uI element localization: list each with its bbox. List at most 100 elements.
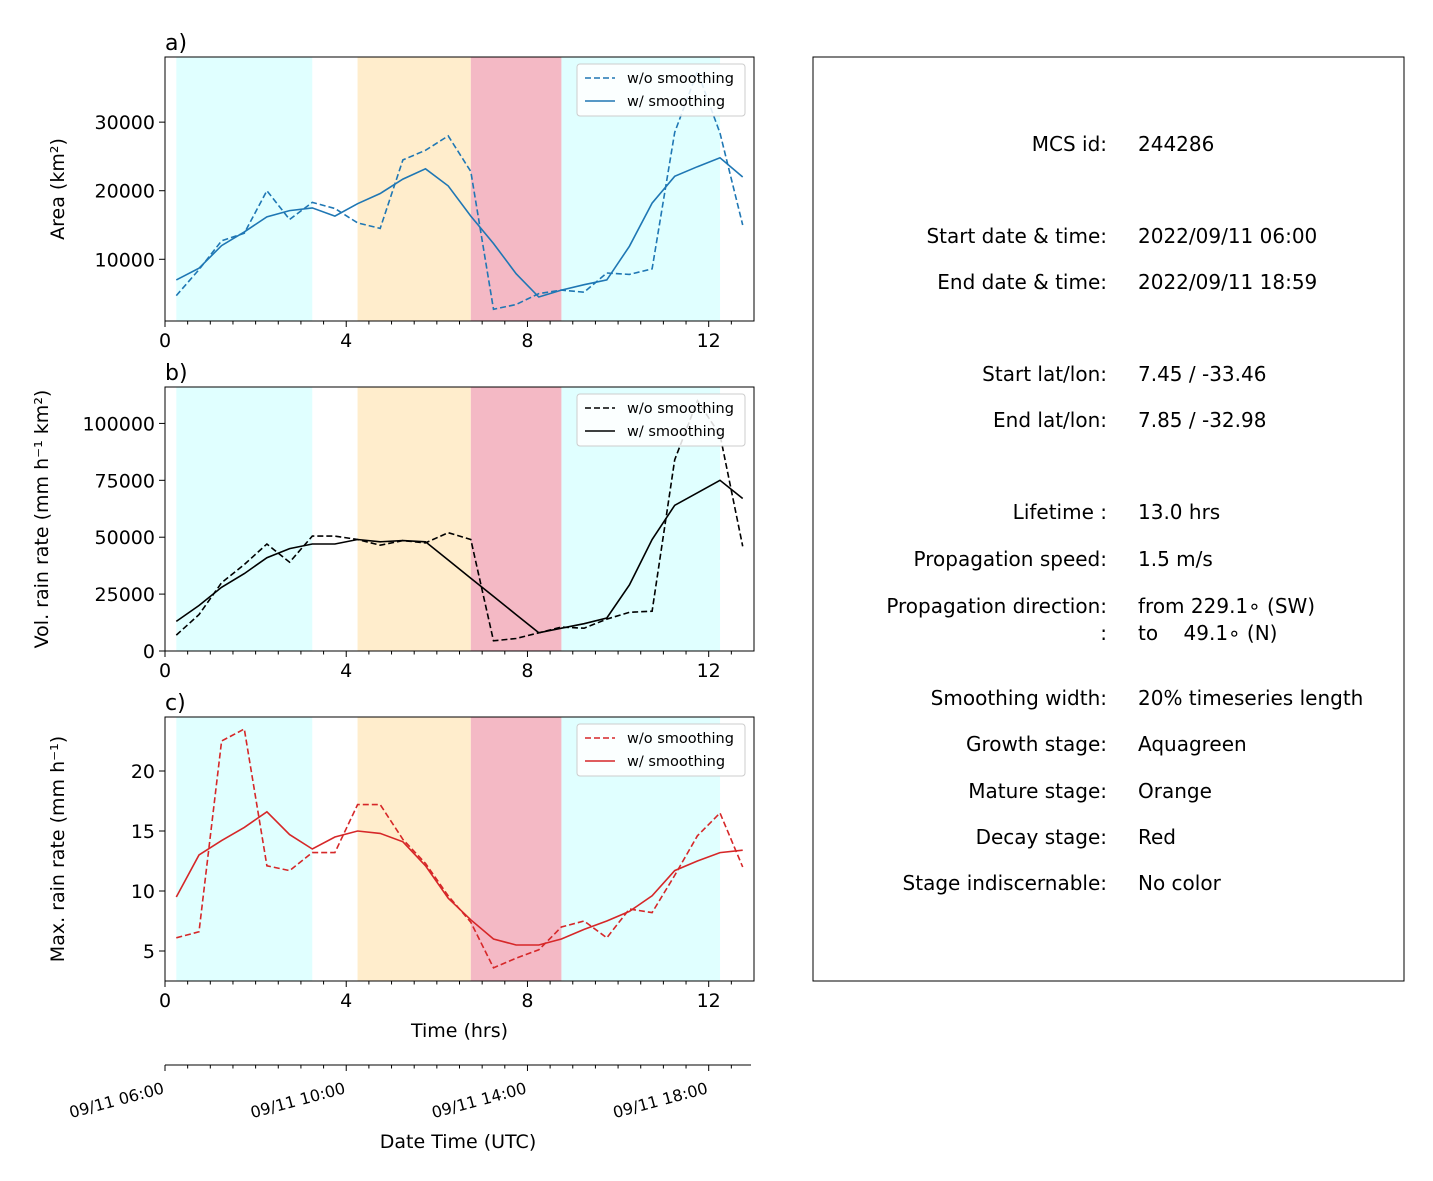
date-tick-label: 09/11 18:00: [611, 1079, 710, 1123]
date-tick-label: 09/11 10:00: [248, 1079, 347, 1123]
series-line-smoothed: [175, 810, 743, 946]
y-tick-label: 25000: [95, 584, 155, 606]
legend: w/o smoothing w/ smoothing: [576, 393, 746, 447]
x-tick-label: 8: [521, 660, 533, 682]
x-tick-label: 12: [697, 660, 721, 682]
y-tick-label: 30000: [95, 112, 155, 134]
legend-label: w/o smoothing: [627, 71, 734, 87]
y-tick-label: 5: [143, 941, 155, 963]
x-axis-label: Time (hrs): [410, 1020, 508, 1042]
x-tick-label: 0: [159, 330, 171, 352]
series-line-smoothed: [175, 479, 744, 634]
date-axis: 09/11 06:00 09/11 10:00 09/11 14:00 09/11 1…: [67, 1064, 751, 1153]
y-tick-label: 100000: [82, 413, 155, 435]
info-key: Lifetime :: [1013, 500, 1107, 524]
info-key: End date & time:: [937, 270, 1107, 294]
y-tick-label: 15: [131, 821, 155, 843]
stage-band-decay: [470, 717, 562, 981]
legend-label: w/ smoothing: [627, 754, 725, 770]
series-group: [175, 69, 744, 311]
info-key: Start date & time:: [926, 224, 1107, 248]
info-row: Decay stage: Red: [976, 825, 1176, 849]
date-tick-label: 09/11 14:00: [430, 1079, 529, 1123]
y-axis-label: Max. rain rate (mm h⁻¹): [47, 736, 69, 962]
stage-band-mature: [357, 57, 471, 321]
info-value: Red: [1138, 825, 1176, 849]
panel-2: 0 4 8 12 0 25000 50000 75000 100000 b) Vol. rain r…: [31, 361, 755, 682]
info-key: MCS id:: [1032, 132, 1107, 156]
series-group: [175, 727, 744, 969]
info-value: 7.85 / -32.98: [1138, 408, 1266, 432]
info-row: Growth stage: Aquagreen: [966, 732, 1247, 756]
info-row: Stage indiscernable: No color: [903, 871, 1222, 895]
y-axis-label: Area (km²): [47, 138, 69, 240]
series-line-smoothed: [175, 156, 744, 298]
stage-band-growth: [176, 387, 313, 651]
info-key: End lat/lon:: [993, 408, 1107, 432]
info-key: Propagation direction:: [886, 594, 1107, 618]
info-value: 1.5 m/s: [1138, 547, 1213, 571]
x-tick-label: 12: [697, 330, 721, 352]
legend-box: [576, 393, 746, 447]
info-value: 7.45 / -33.46: [1138, 362, 1266, 386]
y-tick-label: 0: [143, 641, 155, 663]
info-key: :: [1100, 621, 1107, 645]
info-key: Propagation speed:: [914, 547, 1107, 571]
info-key: Stage indiscernable:: [903, 871, 1107, 895]
stage-band-growth: [176, 57, 313, 321]
info-row: Lifetime : 13.0 hrs: [1013, 500, 1221, 524]
info-row: End lat/lon: 7.85 / -32.98: [993, 408, 1266, 432]
legend-label: w/ smoothing: [627, 424, 725, 440]
x-tick-label: 8: [521, 990, 533, 1012]
y-axis-label: Vol. rain rate (mm h⁻¹ km²): [31, 390, 53, 649]
x-tick-label: 4: [340, 330, 352, 352]
info-value: Aquagreen: [1138, 732, 1247, 756]
series-line-raw: [175, 69, 744, 311]
panel-label: c): [165, 691, 186, 716]
info-row: Propagation speed: 1.5 m/s: [914, 547, 1213, 571]
info-key: Smoothing width:: [931, 686, 1107, 710]
legend-box: [576, 63, 746, 117]
x-tick-label: 0: [159, 990, 171, 1012]
x-tick-label: 0: [159, 660, 171, 682]
y-tick-label: 20: [131, 761, 155, 783]
date-tick-label: 09/11 06:00: [67, 1079, 166, 1123]
y-tick-label: 50000: [95, 527, 155, 549]
stage-band-decay: [470, 57, 562, 321]
info-value: 2022/09/11 18:59: [1138, 270, 1317, 294]
info-key: Mature stage:: [968, 779, 1107, 803]
info-value: 2022/09/11 06:00: [1138, 224, 1317, 248]
x-tick-label: 12: [697, 990, 721, 1012]
y-tick-label: 20000: [95, 181, 155, 203]
stage-band-mature: [357, 717, 471, 981]
y-tick-label: 10000: [95, 249, 155, 271]
panel-label: a): [165, 31, 187, 56]
info-row: Propagation direction: from 229.1∘ (SW): [886, 594, 1315, 618]
x-tick-label: 4: [340, 990, 352, 1012]
info-row: : to 49.1∘ (N): [1100, 621, 1277, 645]
legend: w/o smoothing w/ smoothing: [576, 63, 746, 117]
stage-band-decay: [470, 387, 562, 651]
panel-3: 0 4 8 12 5 10 15 20 c) Max. rain rate (mm h⁻¹) Tim…: [47, 691, 755, 1042]
info-row: Start date & time: 2022/09/11 06:00: [926, 224, 1317, 248]
legend-label: w/ smoothing: [627, 94, 725, 110]
info-panel: MCS id: 244286 Start date & time: 2022/09/1…: [812, 56, 1405, 982]
info-key: Growth stage:: [966, 732, 1107, 756]
legend-box: [576, 723, 746, 777]
info-value: 13.0 hrs: [1138, 500, 1220, 524]
info-value: to 49.1∘ (N): [1138, 621, 1277, 645]
info-value: 244286: [1138, 132, 1214, 156]
info-value: from 229.1∘ (SW): [1138, 594, 1315, 618]
info-frame: [812, 56, 1405, 982]
x-tick-label: 4: [340, 660, 352, 682]
x-tick-label: 8: [521, 330, 533, 352]
panel-label: b): [165, 361, 188, 386]
legend: w/o smoothing w/ smoothing: [576, 723, 746, 777]
info-row: MCS id: 244286: [1032, 132, 1215, 156]
date-axis-label: Date Time (UTC): [380, 1131, 536, 1153]
stage-band-mature: [357, 387, 471, 651]
series-line-raw: [175, 398, 744, 642]
info-value: 20% timeseries length: [1138, 686, 1363, 710]
y-tick-label: 75000: [95, 470, 155, 492]
